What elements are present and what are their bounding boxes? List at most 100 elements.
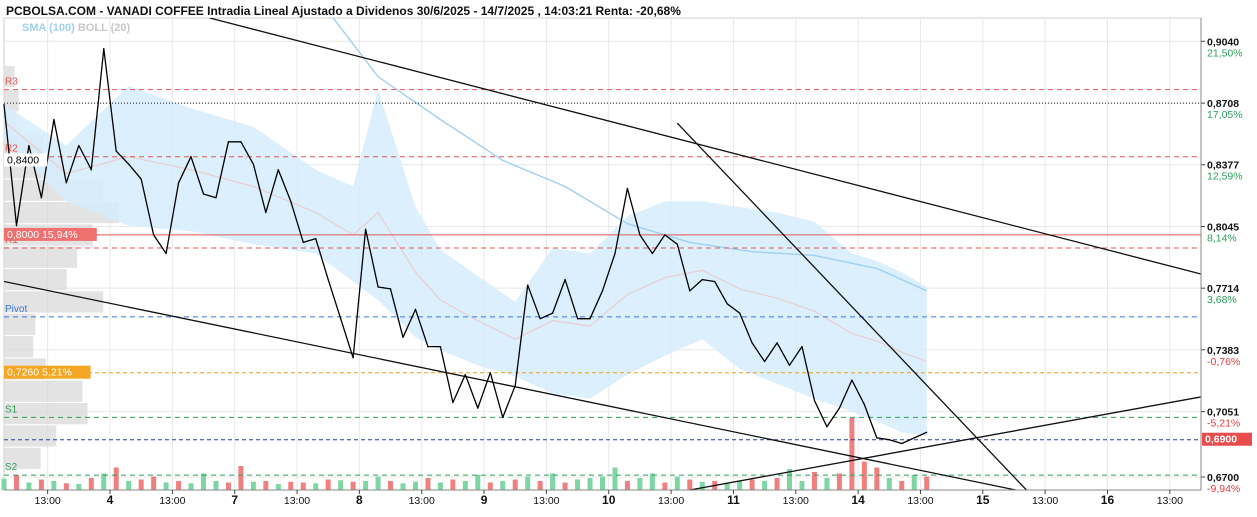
price-point-47 — [589, 318, 591, 320]
x-tick-label-9: 10 — [602, 493, 616, 507]
price-point-22 — [277, 169, 279, 171]
volume-bar-19 — [238, 466, 244, 490]
volume-bar-38 — [475, 475, 481, 490]
profile-bar-16 — [4, 425, 57, 447]
x-tick-label-7: 9 — [481, 493, 488, 507]
volume-bar-39 — [487, 482, 493, 490]
price-point-23 — [290, 200, 292, 203]
profile-bar-9 — [4, 268, 67, 291]
pivot-label-4: S1 — [5, 404, 18, 415]
price-point-0 — [3, 103, 5, 106]
y-tick-pct-6: -5,21% — [1207, 418, 1240, 430]
price-point-9 — [115, 150, 117, 152]
price-label-0: 0,8400 — [7, 154, 39, 166]
price-point-20 — [252, 163, 254, 165]
profile-bar-8 — [4, 246, 78, 268]
volume-bar-49 — [612, 467, 618, 490]
price-point-3 — [40, 197, 43, 199]
volume-bar-50 — [624, 481, 630, 490]
volume-bar-13 — [163, 482, 169, 490]
volume-bar-24 — [300, 482, 306, 490]
price-label-box-1 — [4, 227, 97, 241]
legend-sma: SMA (100) — [22, 22, 75, 34]
price-point-36 — [452, 401, 454, 404]
volume-bar-23 — [288, 481, 294, 490]
price-point-30 — [377, 286, 379, 288]
price-point-39 — [489, 372, 491, 374]
price-point-40 — [502, 416, 504, 418]
price-point-17 — [215, 197, 217, 199]
price-point-19 — [240, 141, 242, 143]
price-point-15 — [190, 156, 192, 158]
trend-lines — [4, 18, 1201, 490]
volume-bar-64 — [799, 481, 805, 490]
x-tick-label-8: 13:00 — [533, 495, 559, 507]
price-point-49 — [614, 252, 616, 255]
volume-bar-47 — [587, 478, 593, 490]
price-point-16 — [202, 193, 205, 195]
price-point-33 — [414, 308, 417, 310]
x-axis: 13:00 4 13:00 7 13:00 8 13:00 9 13:00 10 13:00 11 13… — [4, 489, 1201, 507]
volume-bar-71 — [886, 478, 892, 490]
volume-bar-40 — [500, 481, 506, 490]
price-point-48 — [601, 290, 604, 292]
trend-line-0 — [209, 18, 1201, 275]
price-point-73 — [913, 437, 915, 439]
volume-bar-26 — [325, 479, 331, 490]
pivot-label-3: Pivot — [5, 304, 27, 315]
price-point-31 — [389, 288, 392, 290]
price-point-6 — [78, 144, 80, 147]
price-point-37 — [464, 373, 466, 376]
price-point-72 — [901, 442, 903, 445]
price-point-2 — [28, 144, 30, 147]
volume-bar-7 — [88, 478, 94, 490]
volume-bar-0 — [1, 478, 7, 490]
price-label-box-2 — [4, 365, 91, 379]
volume-bar-46 — [575, 479, 581, 490]
price-point-29 — [364, 228, 367, 230]
x-tick-label-16: 13:00 — [1032, 495, 1058, 507]
volume-bar-2 — [26, 482, 32, 490]
profile-bar-0 — [4, 66, 15, 88]
volume-bar-3 — [38, 479, 44, 490]
volume-bar-16 — [201, 473, 206, 490]
volume-bar-1 — [13, 475, 19, 490]
trend-line-3 — [689, 396, 1201, 490]
price-point-42 — [527, 284, 529, 286]
price-point-8 — [103, 48, 105, 50]
volume-bar-73 — [911, 475, 917, 490]
volume-bar-29 — [363, 481, 369, 490]
x-tick-label-3: 7 — [231, 493, 238, 507]
volume-bar-72 — [899, 481, 905, 490]
volume-bar-22 — [275, 484, 281, 490]
price-point-43 — [539, 318, 541, 320]
x-tick-label-0: 13:00 — [35, 495, 61, 507]
price-label-box-3 — [1202, 432, 1252, 446]
volume-bar-65 — [811, 472, 817, 490]
price-point-4 — [53, 118, 55, 121]
price-point-7 — [90, 169, 92, 171]
price-point-21 — [265, 211, 267, 214]
price-point-51 — [639, 234, 641, 236]
price-point-70 — [876, 437, 878, 439]
volume-bar-12 — [151, 476, 157, 490]
x-tick-label-10: 13:00 — [658, 495, 684, 507]
volume-bar-67 — [836, 473, 842, 490]
price-point-28 — [352, 357, 354, 359]
profile-bar-1 — [4, 90, 19, 112]
x-tick-label-6: 13:00 — [409, 495, 435, 507]
price-series — [3, 48, 928, 445]
price-point-1 — [15, 225, 18, 227]
price-point-18 — [227, 141, 230, 143]
y-tick-pct-2: 12,59% — [1207, 171, 1243, 183]
price-point-54 — [676, 243, 678, 245]
y-tick-label-6: 0,7051 — [1207, 407, 1239, 419]
trend-line-2 — [676, 122, 1027, 490]
price-point-60 — [751, 342, 753, 344]
price-point-24 — [302, 241, 304, 243]
price-point-61 — [763, 360, 766, 363]
price-point-38 — [477, 407, 479, 409]
volume-bar-15 — [188, 483, 194, 490]
volume-bar-18 — [225, 482, 231, 490]
